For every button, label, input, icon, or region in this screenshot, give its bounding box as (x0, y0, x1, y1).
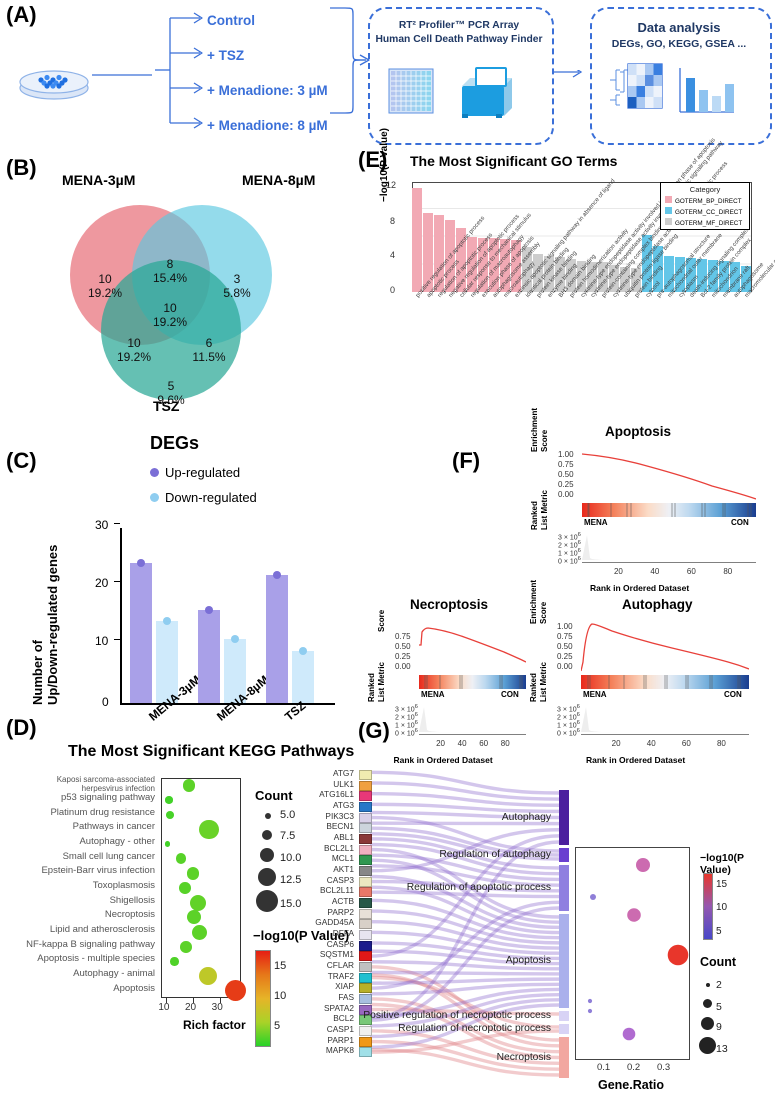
svg-text:11.5%: 11.5% (192, 350, 225, 364)
svg-text:60: 60 (479, 739, 488, 748)
svg-text:5: 5 (168, 379, 175, 393)
svg-text:60: 60 (687, 567, 696, 576)
svg-text:10: 10 (127, 336, 141, 350)
svg-text:3: 3 (234, 272, 241, 286)
svg-text:20: 20 (614, 567, 623, 576)
svg-text:19.2%: 19.2% (117, 350, 151, 364)
svg-text:40: 40 (647, 739, 656, 748)
svg-text:15.4%: 15.4% (153, 271, 187, 285)
svg-text:40: 40 (458, 739, 467, 748)
svg-text:60: 60 (682, 739, 691, 748)
svg-text:10: 10 (163, 301, 177, 315)
svg-text:5.8%: 5.8% (223, 286, 251, 300)
svg-text:80: 80 (723, 567, 732, 576)
svg-text:40: 40 (650, 567, 659, 576)
svg-text:80: 80 (717, 739, 726, 748)
svg-text:8: 8 (167, 257, 174, 271)
svg-text:10: 10 (98, 272, 112, 286)
svg-text:80: 80 (501, 739, 510, 748)
svg-text:19.2%: 19.2% (88, 286, 122, 300)
svg-text:6: 6 (206, 336, 213, 350)
svg-text:20: 20 (436, 739, 445, 748)
svg-text:20: 20 (612, 739, 621, 748)
svg-text:19.2%: 19.2% (153, 315, 187, 329)
svg-text:9.6%: 9.6% (157, 393, 185, 407)
